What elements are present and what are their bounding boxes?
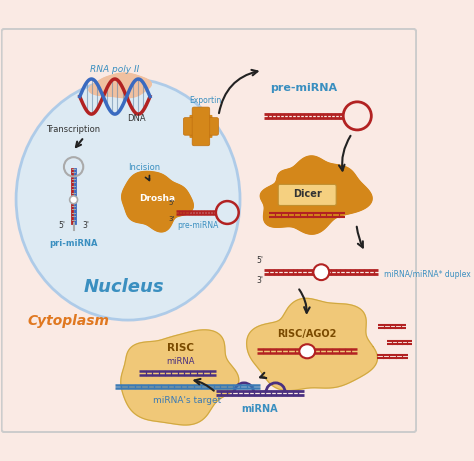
Text: Nucleus: Nucleus — [83, 278, 164, 296]
Text: 5': 5' — [169, 201, 175, 207]
FancyBboxPatch shape — [190, 115, 200, 125]
Text: RISC/AGO2: RISC/AGO2 — [277, 329, 336, 339]
Text: Cytoplasm: Cytoplasm — [27, 314, 109, 328]
Text: DNA: DNA — [128, 114, 146, 123]
FancyBboxPatch shape — [278, 184, 336, 206]
Text: miRNA: miRNA — [166, 356, 195, 366]
Text: pri-miRNA: pri-miRNA — [49, 239, 98, 248]
Text: 3': 3' — [256, 276, 263, 285]
Text: Drosha: Drosha — [139, 194, 175, 203]
FancyBboxPatch shape — [202, 127, 212, 138]
Text: pre-miRNA: pre-miRNA — [178, 221, 219, 230]
Text: 5': 5' — [256, 256, 263, 266]
Circle shape — [70, 196, 78, 204]
FancyBboxPatch shape — [196, 112, 206, 123]
Text: miRNA: miRNA — [241, 404, 278, 414]
FancyBboxPatch shape — [196, 130, 206, 141]
Ellipse shape — [313, 264, 329, 280]
Text: Exportin: Exportin — [189, 96, 221, 105]
Text: 5': 5' — [59, 221, 66, 230]
Polygon shape — [121, 330, 239, 425]
FancyBboxPatch shape — [183, 118, 219, 135]
Text: miRNA's target: miRNA's target — [153, 396, 221, 405]
Ellipse shape — [16, 78, 240, 320]
Text: Transcription: Transcription — [46, 124, 100, 134]
Polygon shape — [122, 171, 193, 232]
Text: RISC: RISC — [167, 343, 194, 353]
FancyBboxPatch shape — [202, 115, 212, 125]
FancyBboxPatch shape — [187, 121, 198, 132]
Text: 3': 3' — [169, 216, 175, 222]
Text: RNA poly II: RNA poly II — [90, 65, 139, 74]
Text: 3': 3' — [82, 221, 90, 230]
FancyBboxPatch shape — [204, 121, 215, 132]
Text: pre-miRNA: pre-miRNA — [270, 83, 337, 93]
Text: Dicer: Dicer — [293, 189, 321, 199]
FancyBboxPatch shape — [192, 107, 210, 146]
Text: miRNA/miRNA* duplex: miRNA/miRNA* duplex — [383, 270, 470, 278]
Polygon shape — [246, 298, 377, 390]
Ellipse shape — [299, 344, 315, 358]
Text: Incision: Incision — [128, 163, 160, 172]
FancyBboxPatch shape — [190, 127, 200, 138]
Polygon shape — [260, 156, 372, 234]
Polygon shape — [89, 73, 151, 98]
